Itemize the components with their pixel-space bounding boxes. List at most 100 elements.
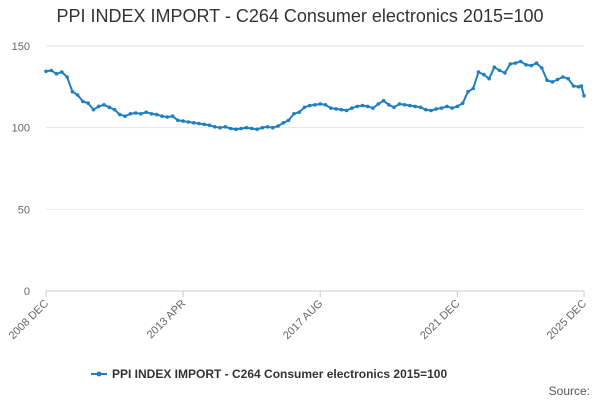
data-point[interactable] xyxy=(418,105,423,110)
data-point[interactable] xyxy=(471,86,476,91)
data-point[interactable] xyxy=(323,103,328,107)
data-point[interactable] xyxy=(165,115,170,119)
data-point[interactable] xyxy=(60,70,64,74)
data-point[interactable] xyxy=(571,84,576,88)
data-point[interactable] xyxy=(482,72,486,77)
data-point[interactable] xyxy=(170,114,175,118)
data-point[interactable] xyxy=(429,108,433,113)
data-point[interactable] xyxy=(139,112,143,116)
data-point[interactable] xyxy=(492,65,497,69)
data-point[interactable] xyxy=(355,104,360,109)
data-point[interactable] xyxy=(445,104,449,109)
data-point[interactable] xyxy=(123,114,127,118)
data-point[interactable] xyxy=(487,76,491,81)
data-point[interactable] xyxy=(566,76,570,81)
data-point[interactable] xyxy=(197,121,201,126)
data-point[interactable] xyxy=(65,75,69,79)
data-point[interactable] xyxy=(466,89,470,94)
data-point[interactable] xyxy=(307,103,312,108)
data-point[interactable] xyxy=(112,107,117,112)
data-point[interactable] xyxy=(508,62,512,66)
data-point[interactable] xyxy=(497,68,502,73)
data-point[interactable] xyxy=(450,106,454,110)
data-point[interactable] xyxy=(91,107,96,112)
data-point[interactable] xyxy=(249,126,254,131)
data-point[interactable] xyxy=(365,104,370,109)
data-point[interactable] xyxy=(49,68,54,73)
data-point[interactable] xyxy=(234,127,238,132)
data-point[interactable] xyxy=(228,126,233,131)
data-point[interactable] xyxy=(44,69,48,74)
data-point[interactable] xyxy=(524,63,528,67)
data-point[interactable] xyxy=(540,66,544,70)
data-point[interactable] xyxy=(292,112,296,116)
data-point[interactable] xyxy=(371,106,375,110)
data-point[interactable] xyxy=(413,104,418,109)
data-point[interactable] xyxy=(460,101,465,105)
data-point[interactable] xyxy=(339,107,344,112)
data-point[interactable] xyxy=(276,124,280,128)
data-point[interactable] xyxy=(534,61,539,65)
data-point[interactable] xyxy=(455,104,460,109)
data-point[interactable] xyxy=(133,111,138,115)
data-point[interactable] xyxy=(244,125,249,130)
data-point[interactable] xyxy=(402,103,407,107)
data-point[interactable] xyxy=(424,107,428,112)
data-point[interactable] xyxy=(191,121,196,125)
data-point[interactable] xyxy=(318,102,323,106)
data-point[interactable] xyxy=(107,105,112,110)
data-point[interactable] xyxy=(202,122,206,127)
data-point[interactable] xyxy=(213,125,217,129)
legend[interactable]: PPI INDEX IMPORT - C264 Consumer electro… xyxy=(91,367,447,381)
data-point[interactable] xyxy=(344,108,349,113)
data-point[interactable] xyxy=(239,126,243,131)
data-point[interactable] xyxy=(476,70,481,74)
data-point[interactable] xyxy=(54,72,59,76)
data-point[interactable] xyxy=(181,119,185,123)
data-point[interactable] xyxy=(286,118,291,123)
data-point[interactable] xyxy=(529,63,534,68)
data-point[interactable] xyxy=(350,106,354,110)
data-point[interactable] xyxy=(207,123,212,127)
data-point[interactable] xyxy=(434,107,439,111)
data-point[interactable] xyxy=(503,71,507,75)
data-point[interactable] xyxy=(271,125,275,130)
data-point[interactable] xyxy=(576,85,581,89)
data-point[interactable] xyxy=(439,106,444,110)
data-point[interactable] xyxy=(81,99,85,104)
data-point[interactable] xyxy=(387,103,391,107)
data-point[interactable] xyxy=(96,104,101,109)
data-point[interactable] xyxy=(128,112,133,116)
data-point[interactable] xyxy=(149,112,154,116)
data-point[interactable] xyxy=(155,112,159,117)
data-point[interactable] xyxy=(518,59,523,64)
data-point[interactable] xyxy=(86,101,90,105)
data-point[interactable] xyxy=(102,103,106,107)
data-point[interactable] xyxy=(144,110,148,114)
data-point[interactable] xyxy=(334,107,338,111)
data-point[interactable] xyxy=(579,84,584,88)
data-point[interactable] xyxy=(376,102,381,106)
data-point[interactable] xyxy=(397,102,402,106)
data-point[interactable] xyxy=(265,125,270,129)
data-point[interactable] xyxy=(313,103,317,107)
data-point[interactable] xyxy=(329,106,333,110)
data-point[interactable] xyxy=(545,78,549,83)
data-point[interactable] xyxy=(302,105,307,110)
data-point[interactable] xyxy=(392,105,396,110)
data-point[interactable] xyxy=(186,120,191,124)
data-point[interactable] xyxy=(176,118,180,123)
data-point[interactable] xyxy=(360,103,365,108)
data-point[interactable] xyxy=(70,89,75,94)
data-point[interactable] xyxy=(281,121,286,125)
data-point[interactable] xyxy=(223,125,228,129)
data-point[interactable] xyxy=(160,114,164,118)
data-point[interactable] xyxy=(118,112,122,117)
data-point[interactable] xyxy=(561,75,565,79)
data-point[interactable] xyxy=(381,98,386,103)
data-point[interactable] xyxy=(550,80,555,84)
data-point[interactable] xyxy=(513,61,518,65)
data-point[interactable] xyxy=(555,77,560,82)
data-point[interactable] xyxy=(75,93,80,97)
data-point[interactable] xyxy=(260,125,265,130)
